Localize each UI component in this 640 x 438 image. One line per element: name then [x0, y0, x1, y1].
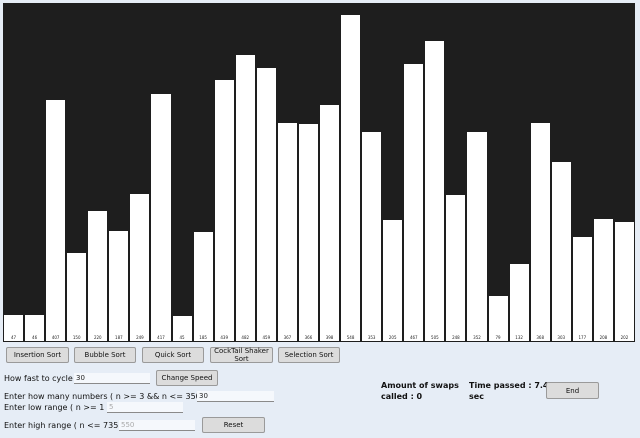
value-bar: 482 — [234, 53, 256, 342]
bar-value-label: 367 — [283, 335, 292, 340]
value-bar: 417 — [150, 92, 172, 342]
bar-value-label: 467 — [409, 335, 418, 340]
value-bar: 548 — [340, 14, 362, 342]
value-bar: 368 — [529, 121, 551, 342]
time-stat: Time passed : 7.49 sec — [469, 380, 554, 402]
value-bar: 459 — [255, 67, 277, 342]
bar-value-label: 46 — [32, 335, 38, 340]
value-bar: 366 — [297, 123, 319, 342]
change-speed-button[interactable]: Change Speed — [156, 370, 218, 386]
time-unit: sec — [469, 392, 484, 401]
bar-value-label: 79 — [495, 335, 501, 340]
bar-value-label: 45 — [179, 335, 185, 340]
bar-value-label: 185 — [199, 335, 207, 340]
value-bar: 249 — [129, 193, 151, 342]
value-bar: 132 — [508, 263, 530, 342]
bar-value-label: 187 — [115, 335, 123, 340]
low-range-label: Enter low range ( n >= 1 ) — [4, 403, 111, 412]
bar-value-label: 439 — [220, 335, 228, 340]
bar-value-label: 482 — [241, 335, 250, 340]
swaps-value: called : 0 — [381, 392, 423, 401]
bubble-sort-button[interactable]: Bubble Sort — [74, 347, 136, 363]
bar-value-label: 352 — [473, 335, 481, 340]
bar-value-label: 177 — [578, 335, 587, 340]
bar-value-label: 303 — [557, 335, 566, 340]
value-bar: 467 — [403, 62, 425, 342]
value-bar: 205 — [382, 219, 404, 342]
bar-value-label: 417 — [157, 335, 165, 340]
value-bar: 303 — [550, 160, 572, 342]
time-label: Time passed : 7.49 — [469, 381, 555, 390]
bar-value-label: 220 — [93, 335, 102, 340]
bar-value-label: 459 — [262, 335, 271, 340]
bar-value-label: 398 — [325, 335, 334, 340]
bar-value-label: 47 — [10, 335, 17, 340]
swaps-label: Amount of swaps — [381, 381, 459, 390]
quick-sort-button[interactable]: Quick Sort — [142, 347, 204, 363]
high-range-input[interactable]: 550 — [119, 420, 195, 431]
bar-value-label: 249 — [136, 335, 144, 340]
value-bar: 45 — [171, 315, 193, 342]
value-bar: 208 — [592, 217, 614, 342]
bar-value-label: 548 — [346, 335, 355, 340]
value-bar: 398 — [319, 103, 341, 342]
value-bar: 185 — [192, 231, 214, 342]
value-bar: 202 — [613, 221, 635, 342]
value-bar: 407 — [45, 98, 67, 342]
bar-value-label: 368 — [536, 335, 544, 340]
cocktail-shaker-sort-button[interactable]: CockTail Shaker Sort — [210, 347, 273, 363]
value-bar: 150 — [66, 252, 88, 342]
value-bar: 248 — [445, 193, 467, 342]
bar-value-label: 366 — [304, 335, 313, 340]
value-bar: 177 — [571, 236, 593, 342]
value-bar: 353 — [361, 130, 383, 342]
insertion-sort-button[interactable]: Insertion Sort — [6, 347, 69, 363]
reset-button[interactable]: Reset — [202, 417, 265, 433]
speed-input[interactable]: 30 — [74, 373, 150, 384]
value-bar: 79 — [487, 294, 509, 342]
low-range-input[interactable]: 5 — [107, 402, 183, 413]
value-bar: 220 — [87, 210, 109, 342]
selection-sort-button[interactable]: Selection Sort — [278, 347, 340, 363]
bar-value-label: 150 — [72, 335, 81, 340]
bar-value-label: 205 — [388, 335, 397, 340]
count-input[interactable]: 30 — [197, 391, 274, 402]
bar-value-label: 248 — [452, 335, 460, 340]
bar-value-label: 202 — [620, 335, 629, 340]
bar-value-label: 208 — [599, 335, 608, 340]
bar-value-label: 132 — [515, 335, 523, 340]
count-label: Enter how many numbers ( n >= 3 && n <= … — [4, 392, 207, 401]
bar-value-label: 505 — [431, 335, 439, 340]
sorting-visualizer-canvas: 47 46 407 150 220 187 249 417 45 185 439 482 459 367 3… — [3, 3, 635, 342]
value-bar: 367 — [276, 122, 298, 342]
bar-value-label: 353 — [367, 335, 376, 340]
end-button[interactable]: End — [546, 382, 599, 399]
value-bar: 352 — [466, 131, 488, 342]
bar-value-label: 407 — [51, 335, 60, 340]
value-bar: 47 — [3, 313, 25, 342]
value-bar: 439 — [213, 79, 235, 342]
value-bar: 46 — [24, 314, 46, 342]
value-bar: 505 — [424, 39, 446, 342]
swaps-stat: Amount of swaps called : 0 — [381, 380, 459, 402]
value-bar: 187 — [108, 230, 130, 342]
high-range-label: Enter high range ( n <= 735 ) — [4, 421, 124, 430]
speed-label: How fast to cycle — [4, 374, 73, 383]
